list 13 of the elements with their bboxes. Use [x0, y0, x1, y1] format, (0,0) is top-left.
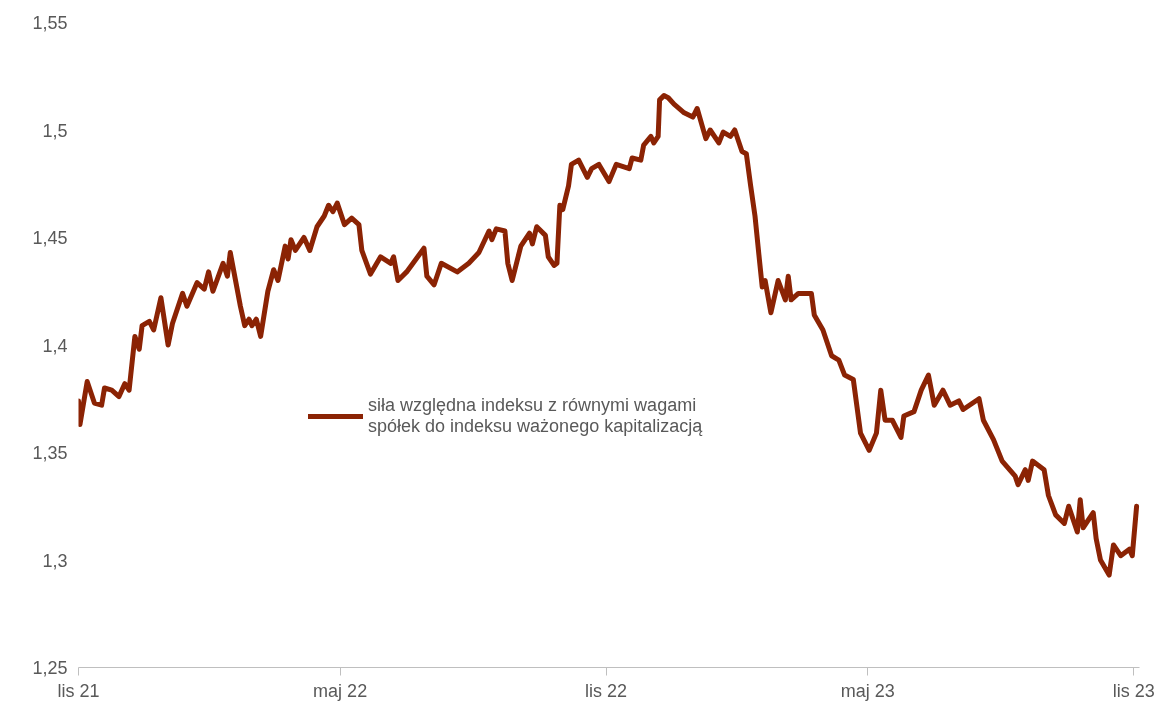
y-tick-label: 1,3: [42, 550, 68, 571]
y-tick-label: 1,55: [32, 13, 68, 33]
y-tick-label: 1,25: [32, 658, 68, 678]
y-tick-label: 1,45: [32, 228, 68, 248]
legend-label: siła względna indeksu z równymi wagami spółek do indeksu ważonego kapitalizacją: [368, 395, 703, 437]
y-tick-label: 1,4: [42, 335, 68, 356]
x-tick-label: maj 23: [840, 680, 895, 701]
x-tick-label: lis 21: [57, 680, 100, 701]
y-tick-label: 1,5: [42, 120, 68, 141]
y-tick-label: 1,35: [32, 443, 68, 463]
x-tick-label: lis 23: [1112, 680, 1155, 701]
x-tick-label: lis 22: [585, 680, 628, 701]
x-tick-label: maj 22: [313, 680, 368, 701]
